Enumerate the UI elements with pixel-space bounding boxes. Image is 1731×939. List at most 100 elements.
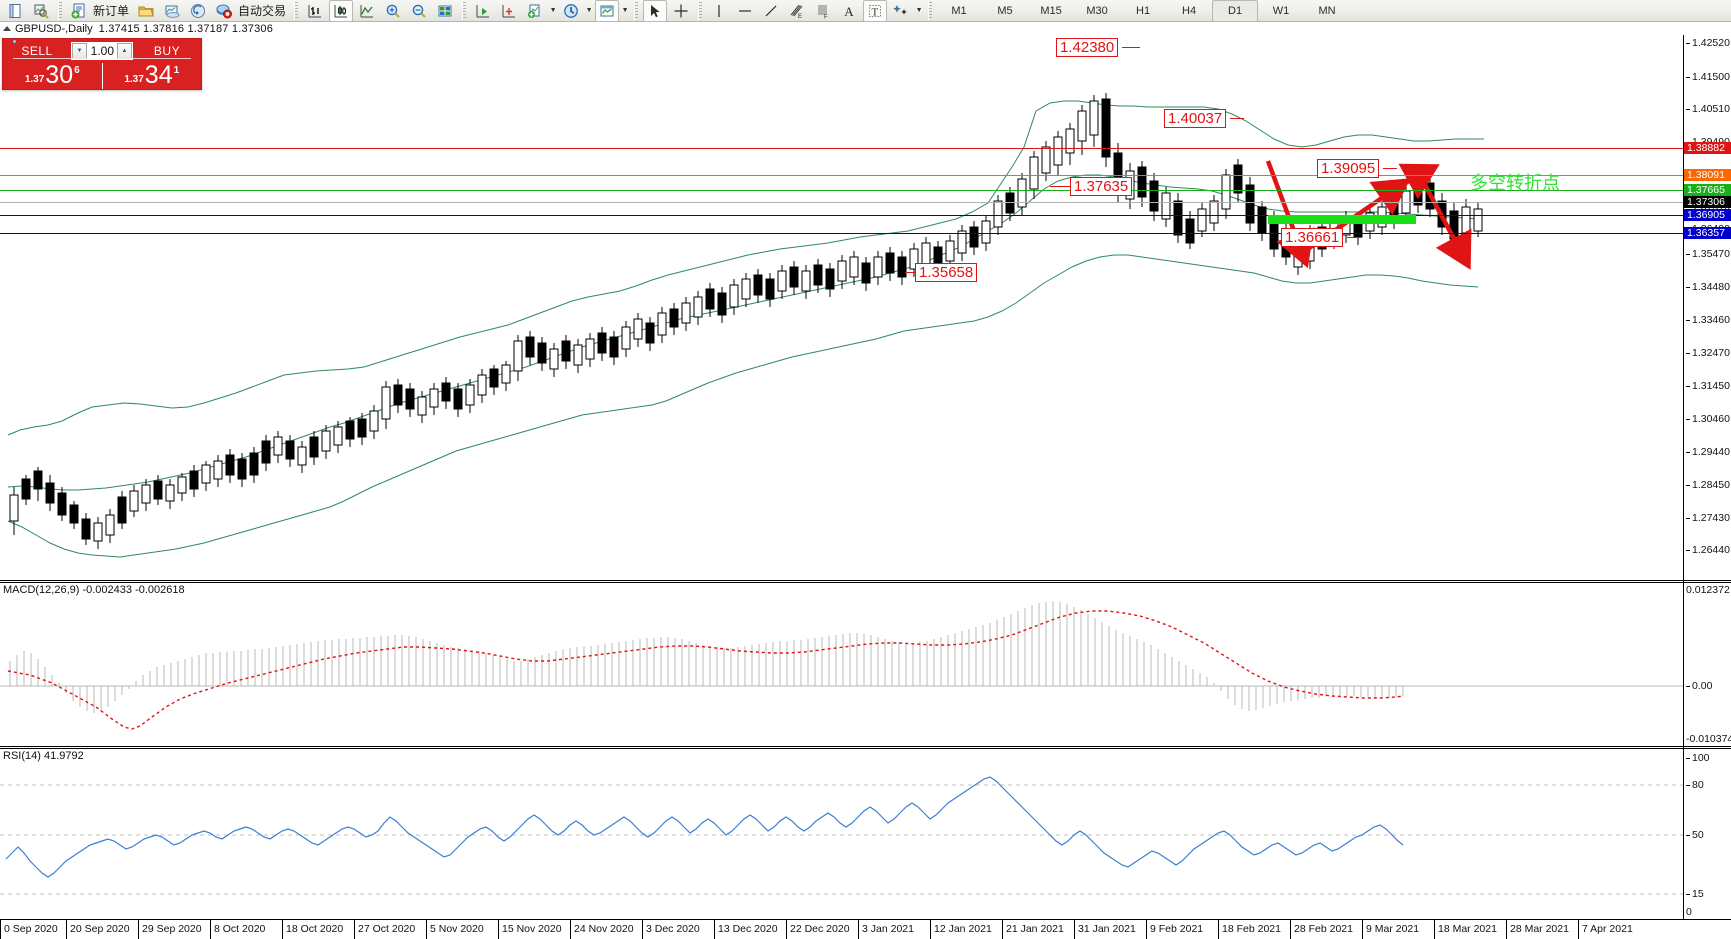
price-tick: 1.32470: [1686, 347, 1730, 359]
rsi-scale[interactable]: 100 80 50 15 0: [1686, 749, 1731, 919]
vertical-line-icon[interactable]: [707, 0, 731, 22]
one-click-trading-panel[interactable]: SELL ▼ 1.00 ▲ BUY 1.37 30 6 1.37 34 1: [2, 38, 202, 90]
rsi-pane[interactable]: RSI(14) 41.9792 100 80 50 15 0: [0, 748, 1731, 920]
macd-scale[interactable]: 0.012372 0.00 -0.010374: [1686, 583, 1731, 746]
annotation-137635[interactable]: 1.37635: [1070, 177, 1133, 196]
sell-underline: [12, 58, 92, 59]
price-tag-current-137306[interactable]: 1.37306: [1684, 196, 1731, 208]
candlestick-chart-icon[interactable]: [329, 0, 354, 22]
rsi-tick-label: 0: [1686, 906, 1692, 918]
cursor-icon[interactable]: [643, 0, 668, 22]
price-tag-support-136357[interactable]: 1.36357: [1684, 227, 1731, 239]
timeframe-mn[interactable]: MN: [1318, 4, 1336, 17]
signals-icon[interactable]: [186, 0, 210, 22]
price-scale[interactable]: 1.42520 1.41500 1.40510 1.39490 1.38500 …: [1686, 35, 1731, 581]
sell-price[interactable]: 1.37 30 6: [3, 58, 102, 89]
scale-divider: [1683, 35, 1684, 920]
zoom-in-icon[interactable]: [381, 0, 405, 22]
timeframe-h1[interactable]: H1: [1136, 4, 1151, 17]
buy-underline: [112, 58, 192, 59]
x-axis-tick: 18 Oct 2020: [282, 920, 343, 939]
period-icon[interactable]: [559, 0, 583, 22]
sell-button[interactable]: SELL: [21, 44, 53, 58]
buy-price-fraction: 1: [173, 65, 180, 76]
autotrading-icon[interactable]: [212, 0, 236, 22]
timeframe-w1[interactable]: W1: [1272, 4, 1290, 17]
chevron-down-icon[interactable]: ▼: [915, 7, 923, 14]
rsi-chart-canvas: [0, 776, 1683, 895]
text-label-icon[interactable]: A: [837, 0, 861, 22]
support-line-137665: [0, 190, 1683, 191]
buy-price[interactable]: 1.37 34 1: [103, 58, 202, 89]
timeframe-m15[interactable]: M15: [1040, 4, 1062, 17]
bar-chart-icon[interactable]: [303, 0, 327, 22]
price-tag-resistance-138882[interactable]: 1.38882: [1684, 142, 1731, 154]
shapes-icon[interactable]: [889, 0, 913, 22]
annotation-135658[interactable]: 1.35658: [915, 263, 978, 282]
annotation-136661[interactable]: 1.36661: [1281, 228, 1344, 247]
new-order-icon[interactable]: [67, 0, 91, 22]
timeframe-d1[interactable]: D1: [1212, 0, 1259, 22]
price-pane[interactable]: 1.42380 1.40037 1.39095 1.37635 1.36661 …: [0, 35, 1731, 581]
svg-text:T: T: [872, 6, 879, 18]
annotation-leader-142380: [1122, 47, 1140, 48]
annotation-139095[interactable]: 1.39095: [1317, 159, 1380, 178]
buy-price-prefix: 1.37: [124, 74, 144, 85]
volume-increase-button[interactable]: ▲: [117, 43, 132, 59]
horizontal-line-icon[interactable]: [733, 0, 757, 22]
annotation-turning-point[interactable]: 多空转折点: [1470, 173, 1560, 194]
equidistant-channel-icon[interactable]: E: [785, 0, 809, 22]
price-tick: 1.27430: [1686, 512, 1730, 524]
svg-text:E: E: [798, 14, 802, 19]
chevron-down-icon[interactable]: ▼: [549, 7, 557, 14]
chart-autoscroll-icon[interactable]: [497, 0, 521, 22]
timeframe-h4[interactable]: H4: [1182, 4, 1197, 17]
price-tick-label: 1.41500: [1692, 71, 1730, 83]
price-tick: 1.26440: [1686, 544, 1730, 556]
zoom-out-icon[interactable]: [407, 0, 431, 22]
tile-windows-icon[interactable]: [433, 0, 457, 22]
collapse-triangle-icon[interactable]: [3, 26, 11, 31]
terminal-icon[interactable]: [160, 0, 184, 22]
add-indicator-icon[interactable]: [523, 0, 547, 22]
fibonacci-icon[interactable]: F: [811, 0, 835, 22]
new-order-label[interactable]: 新订单: [93, 4, 130, 18]
timeframe-m30[interactable]: M30: [1086, 4, 1108, 17]
price-tag-support-137665[interactable]: 1.37665: [1684, 184, 1731, 196]
toolbar-separator: [462, 1, 467, 20]
crosshair-icon[interactable]: [669, 0, 693, 22]
price-tag-resistance-138091[interactable]: 1.38091: [1684, 169, 1731, 181]
x-axis-tick: 8 Oct 2020: [210, 920, 265, 939]
chevron-down-icon[interactable]: ▼: [621, 7, 629, 14]
annotation-140037[interactable]: 1.40037: [1164, 109, 1227, 128]
autotrading-label[interactable]: 自动交易: [238, 4, 287, 18]
chevron-down-icon[interactable]: ▼: [585, 7, 593, 14]
magnifier-data-icon[interactable]: [29, 0, 53, 22]
line-chart-icon[interactable]: [355, 0, 379, 22]
trendline-icon[interactable]: [759, 0, 783, 22]
sell-price-fraction: 6: [74, 65, 80, 76]
volume-decrease-button[interactable]: ▼: [72, 43, 87, 59]
time-axis[interactable]: 0 Sep 2020 20 Sep 2020 29 Sep 2020 8 Oct…: [0, 920, 1731, 939]
annotation-leader-137635: [1050, 186, 1070, 187]
volume-stepper[interactable]: ▼ 1.00 ▲: [71, 42, 133, 60]
shift-end-icon[interactable]: [471, 0, 495, 22]
main-toolbar[interactable]: 新订单 自动交易 ▼ ▼: [0, 0, 1731, 22]
toolbar-separator: [58, 1, 62, 20]
chart-ohlc-values: 1.37415 1.37816 1.37187 1.37306: [98, 22, 274, 35]
volume-value[interactable]: 1.00: [90, 44, 114, 58]
price-tag-support-136905[interactable]: 1.36905: [1684, 209, 1731, 221]
price-tick: 1.42520: [1686, 37, 1730, 49]
timeframe-m1[interactable]: M1: [951, 4, 967, 17]
macd-pane[interactable]: MACD(12,26,9) -0.002433 -0.002618: [0, 582, 1731, 747]
price-tick: 1.41500: [1686, 71, 1730, 83]
text-box-icon[interactable]: T: [863, 0, 888, 22]
folder-icon[interactable]: [134, 0, 158, 22]
document-icon[interactable]: [3, 0, 27, 22]
x-axis-tick: 13 Dec 2020: [714, 920, 778, 939]
annotation-high-142380[interactable]: 1.42380: [1056, 38, 1119, 57]
timeframe-m5[interactable]: M5: [997, 4, 1013, 17]
template-icon[interactable]: [595, 0, 620, 22]
svg-text:A: A: [844, 4, 854, 19]
buy-button[interactable]: BUY: [153, 44, 181, 58]
